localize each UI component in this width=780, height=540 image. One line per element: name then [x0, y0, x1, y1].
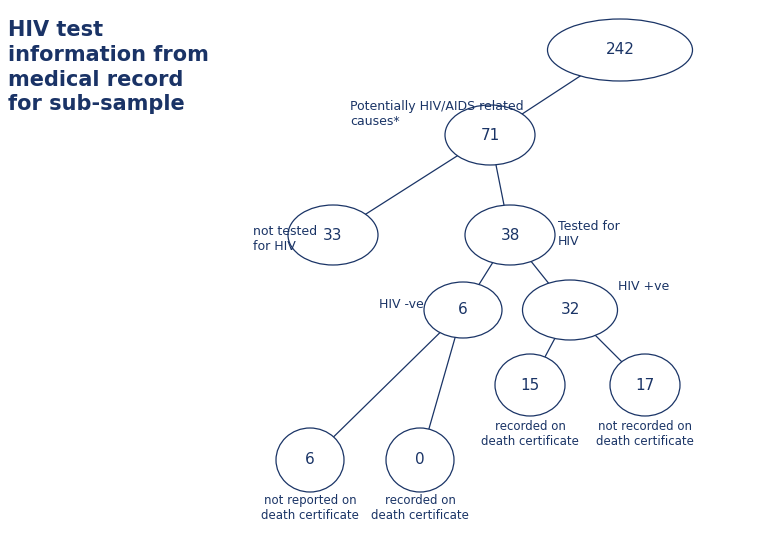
Text: recorded on
death certificate: recorded on death certificate: [481, 420, 579, 448]
Text: 242: 242: [605, 43, 634, 57]
Ellipse shape: [548, 19, 693, 81]
Text: not tested
for HIV: not tested for HIV: [253, 225, 317, 253]
Ellipse shape: [495, 354, 565, 416]
Text: 6: 6: [458, 302, 468, 318]
Ellipse shape: [276, 428, 344, 492]
Text: 0: 0: [415, 453, 425, 468]
Ellipse shape: [445, 105, 535, 165]
Text: 38: 38: [500, 227, 519, 242]
Ellipse shape: [610, 354, 680, 416]
Text: 6: 6: [305, 453, 315, 468]
Text: recorded on
death certificate: recorded on death certificate: [371, 494, 469, 522]
Text: 17: 17: [636, 377, 654, 393]
Ellipse shape: [386, 428, 454, 492]
Text: 71: 71: [480, 127, 500, 143]
Text: Tested for
HIV: Tested for HIV: [558, 220, 620, 248]
Ellipse shape: [424, 282, 502, 338]
Text: HIV test
information from
medical record
for sub-sample: HIV test information from medical record…: [8, 20, 209, 114]
Ellipse shape: [523, 280, 618, 340]
Ellipse shape: [288, 205, 378, 265]
Text: not reported on
death certificate: not reported on death certificate: [261, 494, 359, 522]
Text: Potentially HIV/AIDS related
causes*: Potentially HIV/AIDS related causes*: [350, 100, 523, 128]
Text: HIV -ve: HIV -ve: [379, 299, 424, 312]
Text: HIV +ve: HIV +ve: [618, 280, 669, 293]
Text: 32: 32: [560, 302, 580, 318]
Text: 15: 15: [520, 377, 540, 393]
Text: 33: 33: [323, 227, 342, 242]
Ellipse shape: [465, 205, 555, 265]
Text: not recorded on
death certificate: not recorded on death certificate: [596, 420, 694, 448]
